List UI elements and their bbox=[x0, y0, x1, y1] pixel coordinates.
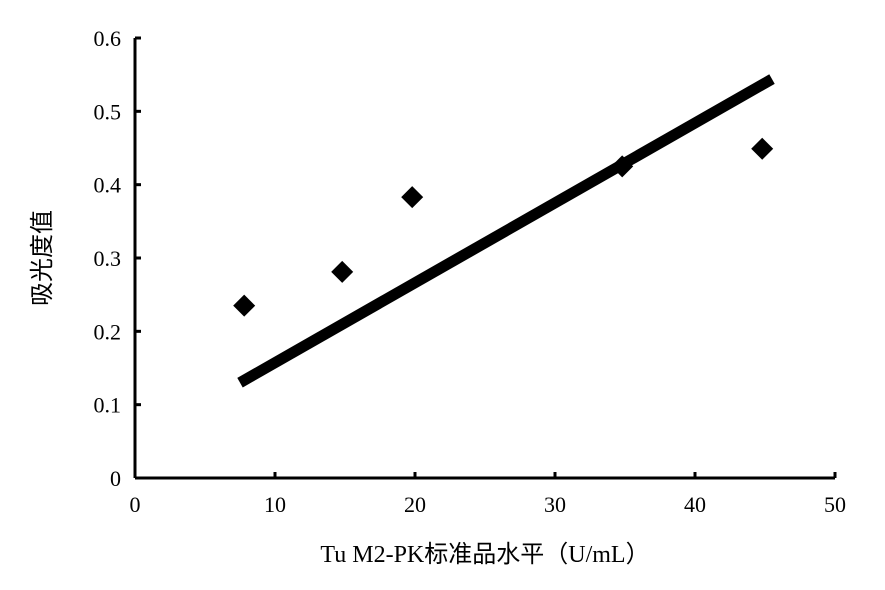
x-tick-label: 30 bbox=[544, 492, 566, 517]
y-tick-label: 0.4 bbox=[94, 173, 122, 198]
x-tick-label: 10 bbox=[264, 492, 286, 517]
y-tick-label: 0.5 bbox=[94, 99, 122, 124]
data-point bbox=[233, 294, 256, 317]
marks bbox=[233, 74, 775, 388]
y-tick-label: 0 bbox=[110, 466, 121, 491]
x-tick-label: 0 bbox=[130, 492, 141, 517]
x-tick-label: 50 bbox=[824, 492, 846, 517]
y-tick-label: 0.6 bbox=[94, 26, 122, 51]
data-point bbox=[331, 260, 354, 283]
data-point bbox=[751, 137, 774, 160]
data-point bbox=[401, 186, 424, 209]
data-point bbox=[611, 155, 634, 178]
axes: 0 0.1 0.2 0.3 0.4 0.5 0.6 0 10 20 30 40 50 bbox=[94, 26, 847, 517]
y-tick-label: 0.2 bbox=[94, 319, 122, 344]
x-tick-label: 40 bbox=[684, 492, 706, 517]
x-axis-label: Tu M2-PK标准品水平（U/mL） bbox=[320, 541, 649, 568]
x-tick-label: 20 bbox=[404, 492, 426, 517]
y-tick-label: 0.3 bbox=[94, 246, 122, 271]
y-axis-label: 吸光度值 bbox=[29, 210, 56, 306]
y-tick-label: 0.1 bbox=[94, 393, 122, 418]
trendline bbox=[237, 74, 775, 388]
